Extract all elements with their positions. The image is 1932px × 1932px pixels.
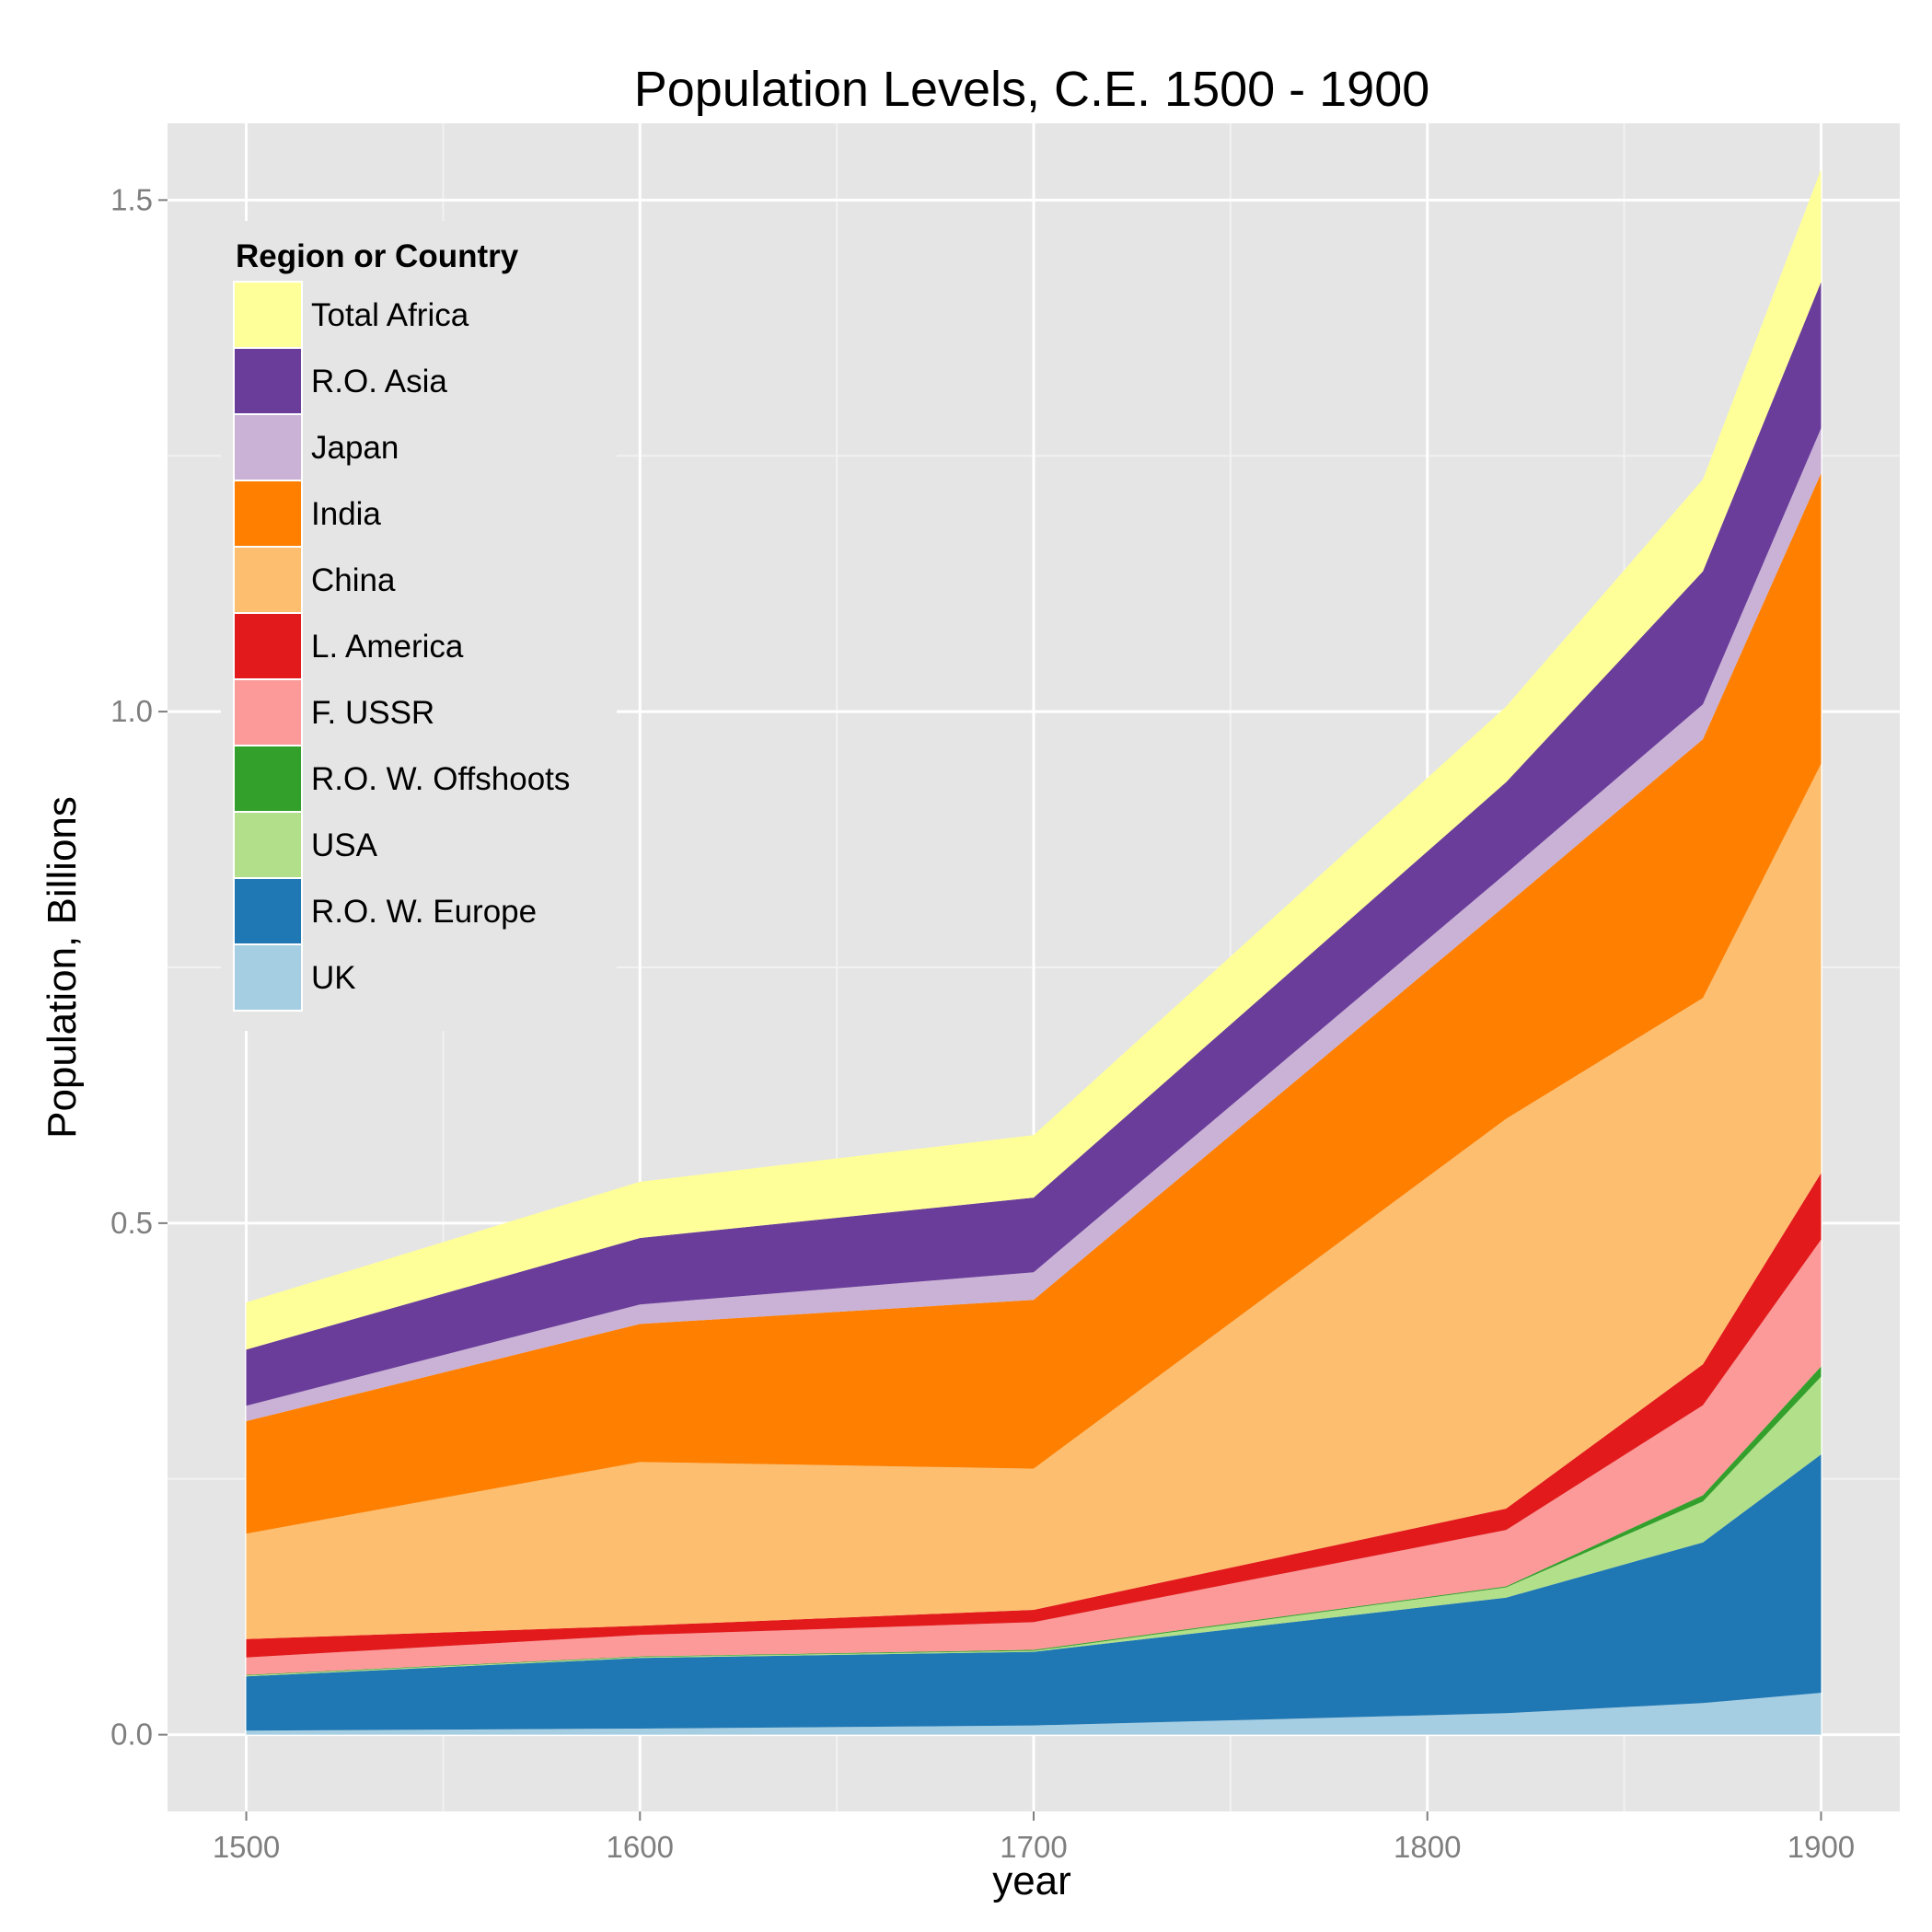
legend-key: [233, 413, 303, 481]
legend-label: Total Africa: [311, 297, 469, 333]
legend-key: [233, 745, 303, 813]
legend-key: [233, 281, 303, 349]
legend-label: USA: [311, 827, 378, 863]
legend-label: F. USSR: [311, 695, 434, 731]
legend-label: UK: [311, 960, 356, 996]
legend-label: L. America: [311, 629, 464, 665]
y-tick-label: 1.0: [110, 694, 153, 728]
legend-key: [233, 546, 303, 614]
x-tick-label: 1800: [1394, 1830, 1461, 1864]
y-tick-label: 0.0: [110, 1718, 153, 1752]
legend-label: Japan: [311, 430, 399, 466]
stacked-areas: [246, 169, 1822, 1735]
area-l-america: [246, 1173, 1822, 1658]
legend-label: R.O. W. Offshoots: [311, 761, 570, 797]
legend-key: [233, 678, 303, 746]
area-usa: [246, 1376, 1822, 1677]
x-tick-label: 1600: [607, 1830, 674, 1864]
legend-key: [233, 877, 303, 945]
x-tick-label: 1900: [1787, 1830, 1855, 1864]
area-india: [246, 473, 1822, 1534]
legend-title: Region or Country: [236, 238, 519, 274]
chart-title: Population Levels, C.E. 1500 - 1900: [634, 62, 1430, 117]
legend-label: India: [311, 496, 381, 532]
area-uk: [246, 1693, 1822, 1735]
y-tick-label: 0.5: [110, 1206, 153, 1240]
legend-key: [233, 943, 303, 1012]
legend-label: R.O. Asia: [311, 364, 447, 399]
legend-label: China: [311, 562, 396, 598]
area-f-ussr: [246, 1239, 1822, 1675]
x-axis: 1500 1600 1700 1800 1900: [213, 1811, 1855, 1864]
legend: Region or Country Total Africa R.O. Asia J…: [221, 221, 617, 1031]
legend-label: R.O. W. Europe: [311, 894, 537, 930]
area-r-o-asia: [246, 282, 1822, 1406]
x-axis-title: year: [992, 1858, 1071, 1903]
legend-key: [233, 612, 303, 680]
legend-key: [233, 811, 303, 879]
y-axis: 0.0 0.5 1.0 1.5: [110, 182, 168, 1752]
area-china: [246, 763, 1822, 1639]
legend-key: [233, 347, 303, 415]
y-axis-title: Population, Billions: [40, 796, 85, 1139]
area-total-africa: [246, 169, 1822, 1350]
x-tick-label: 1700: [1000, 1830, 1067, 1864]
area-r-o-w-europe: [246, 1454, 1822, 1731]
legend-items: Total Africa R.O. Asia Japan India China L. A…: [233, 281, 570, 1012]
legend-key: [233, 480, 303, 548]
x-tick-label: 1500: [213, 1830, 280, 1864]
y-tick-label: 1.5: [110, 182, 153, 216]
